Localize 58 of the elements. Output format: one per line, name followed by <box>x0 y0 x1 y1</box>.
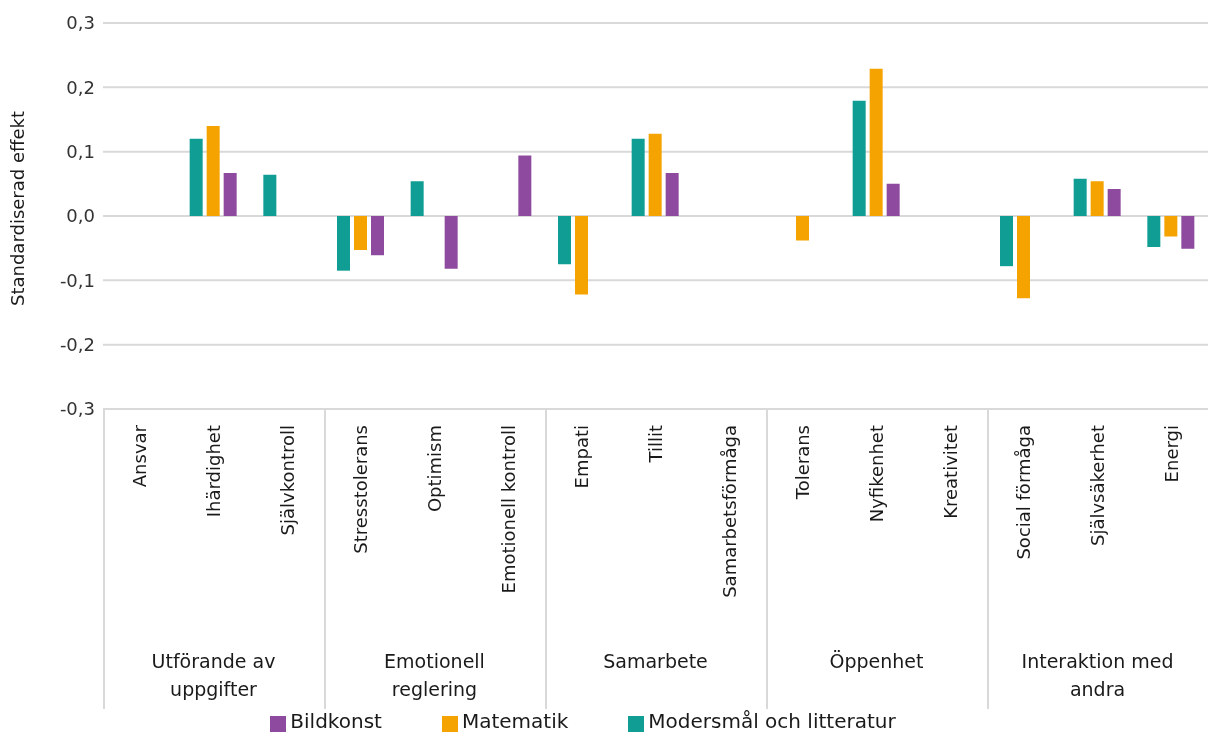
x-tick-label: Optimism <box>424 425 445 513</box>
x-tick-label: Ihärdighet <box>203 425 224 518</box>
bar <box>518 155 532 216</box>
bar <box>410 181 424 216</box>
text: Emotionell reglering <box>383 649 486 702</box>
bar <box>337 216 350 271</box>
bar <box>1164 216 1178 237</box>
bar <box>1000 216 1013 267</box>
x-tick-label: Tillit <box>645 425 666 464</box>
bar <box>354 216 367 251</box>
y-tick-label: 0,1 <box>66 141 95 163</box>
bar <box>1073 178 1087 216</box>
x-tick-label: Nyfikenhet <box>866 425 887 523</box>
bar <box>665 172 679 216</box>
bar <box>444 216 458 269</box>
x-tick-label: Energi <box>1160 425 1182 483</box>
y-tick-label: 0,3 <box>66 12 95 34</box>
x-tick-label: Samarbetsförmåga <box>718 425 740 598</box>
x-tick-label: Social förmåga <box>1013 425 1035 560</box>
bar <box>371 216 384 256</box>
bar <box>1147 216 1161 247</box>
legend-label: Bildkonst <box>290 709 382 733</box>
text: Utförande av uppgifter <box>150 649 277 702</box>
x-tick-label: Stresstolerans <box>350 425 372 554</box>
bar <box>1181 216 1195 249</box>
bar <box>1090 181 1104 216</box>
bar <box>886 183 900 216</box>
x-tick-label: Emotionell kontroll <box>497 425 519 594</box>
text: Interaktion med andra <box>1020 649 1175 702</box>
y-axis-title: Standardiserad effekt <box>7 111 29 306</box>
legend-label: Matematik <box>461 709 569 733</box>
bar <box>575 216 588 295</box>
y-tick-label: -0,3 <box>59 398 95 420</box>
bar <box>189 138 203 216</box>
y-tick-label: 0,2 <box>66 76 95 98</box>
bar <box>648 133 662 216</box>
bar <box>869 68 883 216</box>
legend-label: Modersmål och litteratur <box>648 709 896 733</box>
x-tick-label: Empati <box>571 425 593 489</box>
x-tick-label: Självkontroll <box>276 425 298 536</box>
bar <box>1107 188 1121 216</box>
bar <box>263 174 277 216</box>
bar <box>206 125 220 216</box>
y-tick-label: -0,2 <box>59 334 95 356</box>
text: Öppenhet <box>829 649 924 674</box>
x-tick-label: Tolerans <box>792 425 814 501</box>
x-tick-label: Ansvar <box>129 424 151 488</box>
bar <box>796 216 809 241</box>
y-tick-label: 0,0 <box>66 205 95 227</box>
bar <box>631 138 645 216</box>
text: Samarbete <box>603 649 708 674</box>
bar <box>1017 216 1030 299</box>
x-tick-label: Självsäkerhet <box>1087 425 1108 546</box>
x-tick-label: Kreativitet <box>939 425 961 519</box>
bar <box>223 172 237 216</box>
y-tick-label: -0,1 <box>59 269 95 291</box>
bar <box>852 100 866 216</box>
bar <box>558 216 571 265</box>
